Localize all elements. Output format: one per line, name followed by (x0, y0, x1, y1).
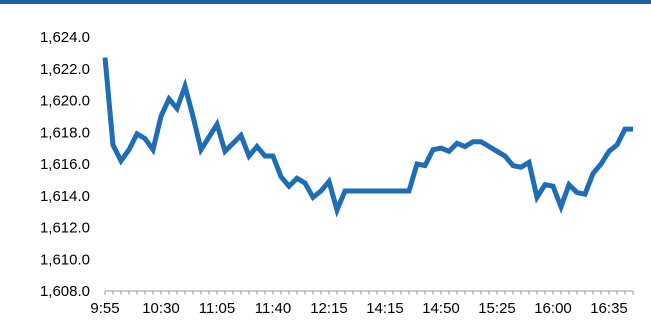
top-rule (0, 0, 651, 4)
series-layer (102, 57, 633, 218)
x-axis-ticks: 9:55 10:30 11:05 11:40 12:15 14:15 14:50 15:25 1… (90, 300, 627, 317)
x-tick-label: 14:15 (366, 300, 404, 317)
y-axis-ticks: 1,608.0 1,610.0 1,612.0 1,614.0 1,616.0 1,618… (40, 29, 90, 300)
x-tick-label: 10:30 (142, 300, 180, 317)
x-tick-label: 15:25 (478, 300, 516, 317)
y-tick-label: 1,620.0 (40, 93, 90, 110)
x-axis (104, 290, 634, 295)
x-tick-label: 16:35 (590, 300, 628, 317)
y-tick-label: 1,618.0 (40, 124, 90, 141)
y-tick-label: 1,622.0 (40, 61, 90, 78)
series-line (102, 57, 633, 218)
y-tick-label: 1,608.0 (40, 283, 90, 300)
x-tick-label: 16:00 (534, 300, 572, 317)
y-tick-label: 1,624.0 (40, 29, 90, 46)
y-tick-label: 1,616.0 (40, 156, 90, 173)
x-tick-label: 11:05 (199, 300, 235, 317)
x-tick-label: 11:40 (255, 300, 291, 317)
y-tick-label: 1,610.0 (40, 251, 90, 268)
y-tick-label: 1,614.0 (40, 188, 90, 205)
x-tick-label: 14:50 (422, 300, 460, 317)
y-tick-label: 1,612.0 (40, 220, 90, 237)
x-tick-label: 9:55 (90, 300, 119, 317)
x-tick-label: 12:15 (310, 300, 348, 317)
